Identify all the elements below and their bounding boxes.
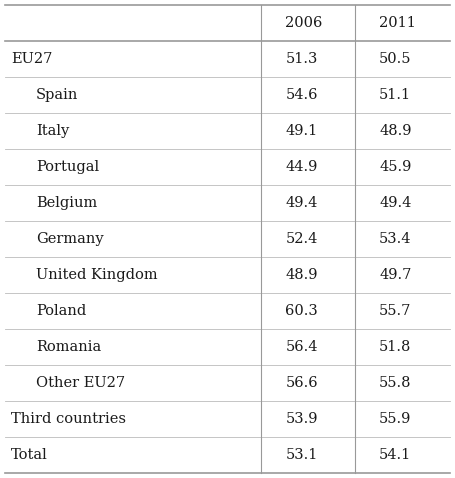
Text: 49.1: 49.1: [285, 124, 318, 138]
Text: Germany: Germany: [36, 232, 103, 246]
Text: EU27: EU27: [11, 52, 53, 66]
Text: Other EU27: Other EU27: [36, 376, 125, 390]
Text: 51.1: 51.1: [379, 88, 411, 102]
Text: 53.4: 53.4: [379, 232, 412, 246]
Text: 56.4: 56.4: [285, 340, 318, 354]
Text: 2011: 2011: [379, 16, 416, 30]
Text: 60.3: 60.3: [285, 304, 318, 318]
Text: 56.6: 56.6: [285, 376, 318, 390]
Text: 55.8: 55.8: [379, 376, 412, 390]
Text: 45.9: 45.9: [379, 160, 411, 174]
Text: Italy: Italy: [36, 124, 69, 138]
Text: 49.7: 49.7: [379, 268, 411, 282]
Text: 53.9: 53.9: [285, 412, 318, 426]
Text: 55.9: 55.9: [379, 412, 411, 426]
Text: 48.9: 48.9: [285, 268, 318, 282]
Text: 53.1: 53.1: [285, 448, 318, 462]
Text: Romania: Romania: [36, 340, 101, 354]
Text: 52.4: 52.4: [285, 232, 318, 246]
Text: Belgium: Belgium: [36, 196, 97, 210]
Text: 51.3: 51.3: [285, 52, 318, 66]
Text: Spain: Spain: [36, 88, 78, 102]
Text: Portugal: Portugal: [36, 160, 99, 174]
Text: Third countries: Third countries: [11, 412, 126, 426]
Text: 44.9: 44.9: [285, 160, 318, 174]
Text: Poland: Poland: [36, 304, 86, 318]
Text: 48.9: 48.9: [379, 124, 412, 138]
Text: 49.4: 49.4: [379, 196, 411, 210]
Text: 55.7: 55.7: [379, 304, 411, 318]
Text: 50.5: 50.5: [379, 52, 412, 66]
Text: 49.4: 49.4: [285, 196, 318, 210]
Text: Total: Total: [11, 448, 48, 462]
Text: 51.8: 51.8: [379, 340, 411, 354]
Text: 54.6: 54.6: [285, 88, 318, 102]
Text: United Kingdom: United Kingdom: [36, 268, 157, 282]
Text: 54.1: 54.1: [379, 448, 411, 462]
Text: 2006: 2006: [285, 16, 323, 30]
